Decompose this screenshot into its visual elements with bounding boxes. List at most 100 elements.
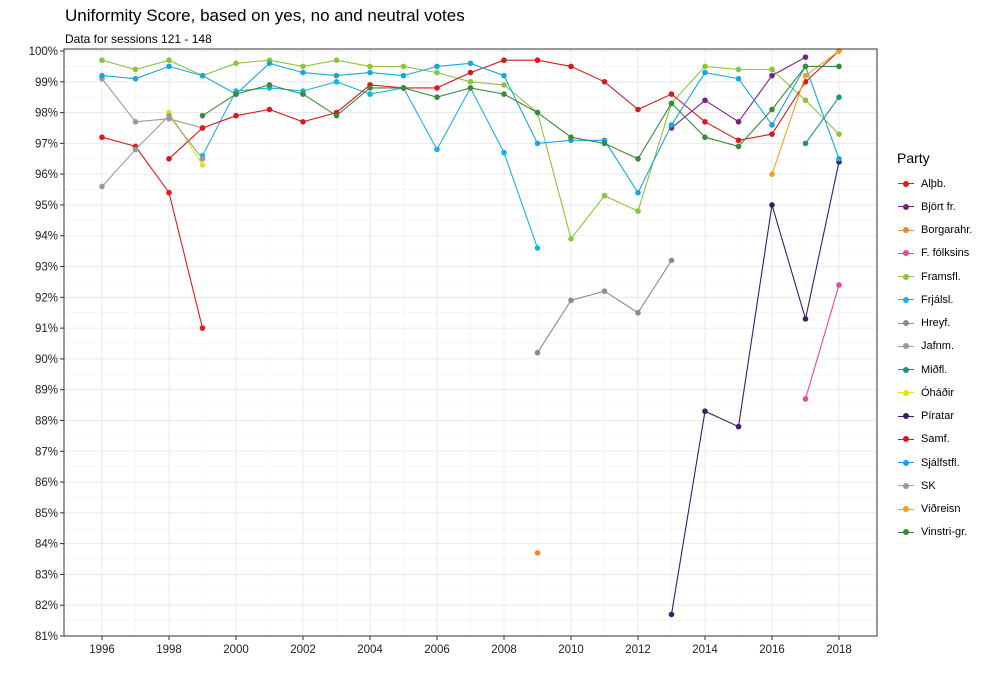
data-point (233, 91, 239, 97)
data-point (769, 202, 775, 208)
data-point (635, 106, 641, 113)
data-point (266, 106, 273, 113)
y-tick-label: 92% (35, 292, 58, 304)
data-point (166, 189, 172, 196)
data-point (166, 112, 172, 119)
data-point (132, 146, 139, 153)
data-point (333, 57, 340, 64)
data-point (266, 60, 273, 67)
data-point (434, 63, 440, 70)
series-line (101, 136, 204, 329)
legend-item: Framsfl. (897, 265, 972, 288)
chart-subtitle: Data for sessions 121 - 148 (65, 32, 212, 46)
data-point (99, 183, 105, 190)
data-point (836, 131, 842, 137)
legend-items: Alþb. Björt fr. Borgarahr. F. fólksins Frams… (897, 172, 972, 544)
data-point (735, 143, 742, 150)
chart-title: Uniformity Score, based on yes, no and n… (65, 6, 465, 25)
data-point (601, 288, 608, 294)
data-point (501, 72, 507, 79)
series-line (168, 112, 203, 166)
series-F. fólksins (802, 282, 842, 402)
data-point (802, 316, 809, 322)
data-point (99, 134, 105, 141)
data-point (769, 131, 775, 137)
data-point (166, 57, 172, 64)
legend-item: F. fólksins (897, 242, 972, 265)
series-layer (99, 48, 842, 618)
x-tick-label: 2002 (290, 644, 316, 656)
data-point (233, 60, 239, 67)
legend: Party Alþb. Björt fr. Borgarahr. F. fólksin… (897, 150, 972, 544)
series-Borgarahr. (534, 550, 541, 556)
data-point (199, 155, 206, 162)
data-point (568, 297, 574, 304)
y-tick-label: 99% (35, 77, 58, 89)
data-point (702, 119, 708, 125)
data-point (367, 91, 373, 97)
data-point (702, 69, 708, 76)
legend-key (897, 340, 915, 352)
data-point (702, 63, 708, 70)
data-point (601, 78, 608, 85)
legend-label: Hreyf. (921, 317, 951, 330)
data-point (467, 85, 474, 91)
data-point (802, 54, 809, 60)
legend-key (897, 317, 915, 329)
data-point (534, 109, 541, 116)
data-point (400, 63, 407, 70)
data-point (568, 236, 574, 242)
y-tick-label: 83% (35, 569, 58, 581)
data-point (434, 146, 440, 153)
legend-item: Hreyf. (897, 312, 972, 335)
data-point (501, 82, 507, 88)
x-tick-label: 1996 (89, 644, 115, 656)
data-point (769, 106, 775, 113)
legend-item: Píratar (897, 405, 972, 428)
data-point (802, 63, 809, 70)
legend-label: Óháðir (921, 386, 955, 399)
data-point (99, 57, 105, 64)
data-point (166, 63, 172, 70)
series-line (202, 65, 839, 160)
legend-item: Samf. (897, 428, 972, 451)
series-Hreyf. (534, 257, 675, 356)
data-point (199, 72, 206, 79)
data-point (434, 85, 440, 91)
x-tick-label: 2016 (759, 644, 785, 656)
legend-item: Miðfl. (897, 358, 972, 381)
data-point (769, 66, 775, 73)
x-axis: 1996 1998 2000 2002 2004 2006 2008 2010 2012 2014… (89, 636, 852, 656)
data-point (668, 122, 675, 128)
legend-label: Sjálfstfl. (921, 456, 960, 469)
data-point (467, 78, 474, 85)
y-tick-label: 98% (35, 108, 58, 120)
y-axis: 81% 82% 83% 84% 85% 86% 87% 88% 89% 90% 91% 92% 93% 9… (29, 46, 64, 643)
x-tick-label: 2006 (424, 644, 450, 656)
x-tick-label: 2012 (625, 644, 651, 656)
data-point (199, 325, 206, 331)
series-Vinstri-gr. (199, 63, 842, 162)
data-point (635, 155, 641, 162)
data-point (333, 112, 340, 119)
legend-label: Alþb. (921, 177, 947, 190)
legend-label: Frjálsl. (921, 293, 954, 306)
legend-item: Jafnm. (897, 335, 972, 358)
legend-label: Samf. (921, 433, 950, 446)
series-line (804, 284, 840, 400)
y-tick-label: 94% (35, 231, 58, 243)
y-tick-label: 97% (35, 138, 58, 150)
data-point (735, 66, 742, 73)
legend-key (897, 247, 915, 259)
data-point (802, 72, 809, 79)
data-point (769, 72, 775, 79)
data-point (132, 75, 139, 82)
data-point (735, 75, 742, 82)
legend-label: Miðfl. (921, 363, 948, 376)
series-line (101, 114, 203, 187)
plot-border (63, 48, 878, 637)
data-point (434, 69, 440, 76)
grid-lines (64, 49, 877, 637)
data-point (300, 91, 306, 97)
series-Píratar (668, 159, 842, 618)
